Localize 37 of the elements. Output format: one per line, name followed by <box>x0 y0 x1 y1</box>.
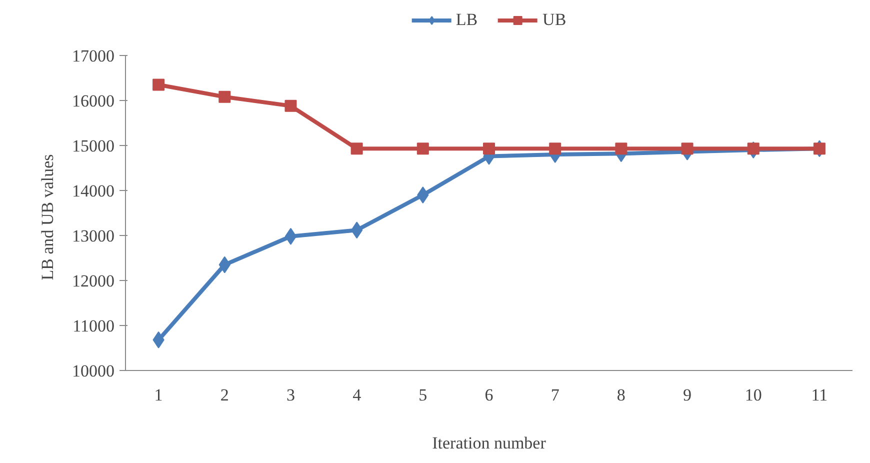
x-tick-label: 8 <box>616 386 626 404</box>
y-tick-label: 15000 <box>72 136 114 156</box>
point <box>350 142 363 155</box>
y-tick-label: 17000 <box>72 46 114 66</box>
point <box>284 100 297 112</box>
point <box>549 142 562 155</box>
y-tick-label: 10000 <box>72 362 114 380</box>
point <box>416 142 429 155</box>
x-tick-label: 11 <box>811 386 828 404</box>
y-tick-label: 12000 <box>72 272 114 290</box>
point <box>681 142 694 155</box>
x-tick-label: 4 <box>352 386 362 404</box>
x-axis-title: Iteration number <box>432 434 546 452</box>
x-tick-label: 5 <box>418 386 428 404</box>
x-tick-label: 3 <box>286 386 295 404</box>
point <box>747 142 760 155</box>
x-tick-label: 6 <box>484 386 494 404</box>
y-tick-label: 13000 <box>72 226 114 246</box>
y-tick-label: 11000 <box>72 316 115 336</box>
legend-label: UB <box>542 10 566 30</box>
point <box>813 142 826 155</box>
x-tick-label: 10 <box>744 386 762 404</box>
x-tick-label: 2 <box>220 386 229 404</box>
x-tick-label: 9 <box>683 386 692 404</box>
point <box>284 228 297 245</box>
legend-label: LB <box>456 10 478 30</box>
y-axis-title: LB and UB values <box>38 154 57 280</box>
x-tick-label: 1 <box>154 386 163 404</box>
point <box>350 222 363 239</box>
y-tick-label: 14000 <box>72 182 114 200</box>
point <box>483 142 495 155</box>
point <box>417 186 429 204</box>
point <box>152 78 165 91</box>
point <box>218 90 231 103</box>
x-tick-label: 7 <box>550 386 560 404</box>
y-tick-label: 16000 <box>72 92 114 110</box>
point <box>615 142 628 155</box>
